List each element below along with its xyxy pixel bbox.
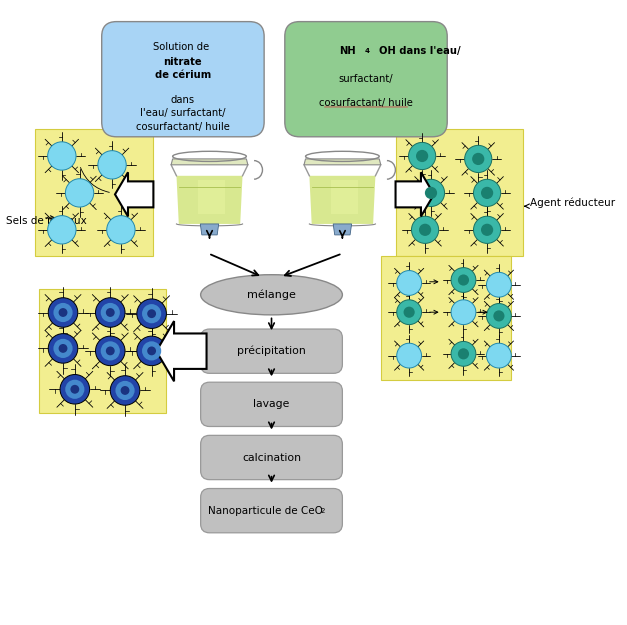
Text: Solution de: Solution de [153, 42, 213, 52]
Circle shape [95, 336, 125, 366]
Circle shape [115, 381, 135, 400]
FancyBboxPatch shape [285, 22, 447, 137]
Circle shape [48, 298, 78, 328]
Text: précipitation: précipitation [237, 346, 306, 356]
Circle shape [416, 150, 428, 162]
FancyBboxPatch shape [201, 436, 342, 479]
Circle shape [473, 179, 501, 206]
Circle shape [48, 334, 78, 363]
Circle shape [451, 341, 476, 366]
Text: Sels de métaux: Sels de métaux [6, 216, 87, 226]
Circle shape [425, 187, 437, 199]
Circle shape [458, 274, 469, 286]
Polygon shape [115, 173, 154, 216]
Text: lavage: lavage [253, 399, 290, 409]
Circle shape [106, 308, 115, 317]
Circle shape [481, 224, 493, 236]
Circle shape [58, 344, 68, 353]
Circle shape [98, 151, 126, 179]
Text: NH: NH [339, 46, 356, 56]
Polygon shape [396, 173, 434, 216]
Text: 2: 2 [320, 508, 325, 514]
FancyBboxPatch shape [35, 129, 154, 256]
Polygon shape [156, 321, 206, 381]
Text: surfactant/: surfactant/ [339, 74, 393, 84]
Circle shape [101, 303, 120, 322]
Circle shape [142, 341, 161, 361]
Polygon shape [331, 180, 358, 214]
Circle shape [493, 311, 505, 321]
Circle shape [147, 309, 156, 318]
Circle shape [53, 303, 73, 322]
Circle shape [397, 271, 421, 296]
Circle shape [70, 385, 79, 394]
Polygon shape [198, 180, 225, 214]
FancyBboxPatch shape [102, 22, 264, 137]
Circle shape [451, 300, 476, 324]
Circle shape [65, 379, 85, 399]
Circle shape [48, 142, 76, 170]
Circle shape [106, 346, 115, 356]
Circle shape [397, 343, 421, 368]
Circle shape [487, 304, 511, 328]
Polygon shape [200, 224, 219, 235]
Text: dans
l'eau/ surfactant/
cosurfactant/ huile: dans l'eau/ surfactant/ cosurfactant/ hu… [136, 95, 230, 132]
Circle shape [95, 298, 125, 328]
Polygon shape [304, 159, 381, 165]
Circle shape [107, 216, 135, 244]
Circle shape [418, 179, 445, 206]
Ellipse shape [201, 275, 342, 315]
FancyBboxPatch shape [201, 329, 342, 373]
FancyBboxPatch shape [201, 489, 342, 532]
Circle shape [465, 146, 492, 172]
FancyBboxPatch shape [40, 289, 166, 413]
Text: Nanoparticule de CeO: Nanoparticule de CeO [208, 506, 323, 516]
Polygon shape [333, 224, 352, 235]
Polygon shape [176, 176, 243, 224]
FancyBboxPatch shape [381, 256, 511, 381]
Circle shape [142, 304, 161, 323]
Circle shape [458, 348, 469, 359]
Circle shape [472, 153, 484, 165]
Circle shape [147, 346, 156, 356]
Text: nitrate
de cérium: nitrate de cérium [155, 57, 211, 80]
Circle shape [65, 179, 93, 207]
Circle shape [48, 216, 76, 244]
Text: OH dans l'eau/: OH dans l'eau/ [379, 46, 461, 56]
Circle shape [451, 268, 476, 292]
Circle shape [60, 374, 90, 404]
Circle shape [411, 216, 439, 243]
Polygon shape [171, 159, 248, 165]
Circle shape [473, 216, 501, 243]
Circle shape [487, 272, 511, 297]
Polygon shape [309, 176, 376, 224]
FancyBboxPatch shape [396, 129, 522, 256]
Circle shape [120, 386, 129, 395]
Circle shape [397, 300, 421, 324]
Circle shape [110, 376, 140, 405]
Text: Agent réducteur: Agent réducteur [530, 198, 614, 209]
Circle shape [137, 299, 166, 329]
Circle shape [101, 341, 120, 361]
Circle shape [487, 343, 511, 368]
Circle shape [481, 187, 493, 199]
Text: cosurfactant/ huile: cosurfactant/ huile [319, 98, 413, 108]
Circle shape [409, 142, 436, 169]
Circle shape [404, 307, 414, 318]
Circle shape [419, 224, 431, 236]
Text: mélange: mélange [247, 289, 296, 300]
Circle shape [58, 308, 68, 317]
Text: calcination: calcination [242, 452, 301, 462]
Text: 4: 4 [365, 48, 370, 54]
FancyBboxPatch shape [201, 382, 342, 426]
Circle shape [53, 339, 73, 358]
Circle shape [137, 336, 166, 366]
